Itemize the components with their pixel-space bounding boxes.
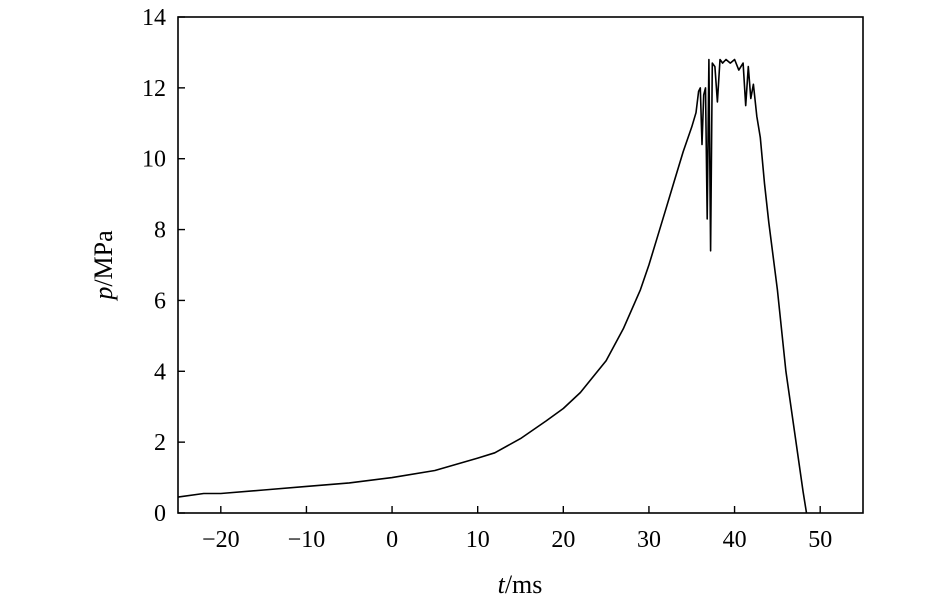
x-axis-title: t/ms xyxy=(498,570,543,599)
y-axis: 0 2 4 6 8 10 12 14 xyxy=(142,5,185,527)
x-axis-variable: t xyxy=(498,570,506,599)
y-tick-label: 6 xyxy=(154,288,166,314)
pressure-series-line xyxy=(177,58,808,514)
x-axis: −20 −10 0 10 20 30 40 50 xyxy=(202,506,832,553)
y-tick-label: 14 xyxy=(142,5,166,31)
y-axis-unit: /MPa xyxy=(89,230,118,287)
y-tick-label: 4 xyxy=(154,359,166,385)
y-tick-label: 2 xyxy=(154,430,166,456)
y-tick-label: 8 xyxy=(154,218,166,244)
x-tick-label: 10 xyxy=(466,527,490,553)
x-tick-label: 0 xyxy=(386,527,398,553)
y-tick-label: 12 xyxy=(142,76,166,102)
x-tick-label: −10 xyxy=(288,527,326,553)
y-axis-title: p/MPa xyxy=(89,230,118,302)
x-tick-label: −20 xyxy=(202,527,240,553)
y-axis-variable: p xyxy=(89,287,118,302)
y-tick-label: 0 xyxy=(154,501,166,527)
x-tick-label: 20 xyxy=(551,527,575,553)
x-tick-label: 50 xyxy=(808,527,832,553)
x-tick-label: 40 xyxy=(723,527,747,553)
x-axis-unit: /ms xyxy=(505,570,543,599)
x-tick-label: 30 xyxy=(637,527,661,553)
plot-area-frame xyxy=(177,16,864,514)
y-tick-label: 10 xyxy=(142,147,166,173)
